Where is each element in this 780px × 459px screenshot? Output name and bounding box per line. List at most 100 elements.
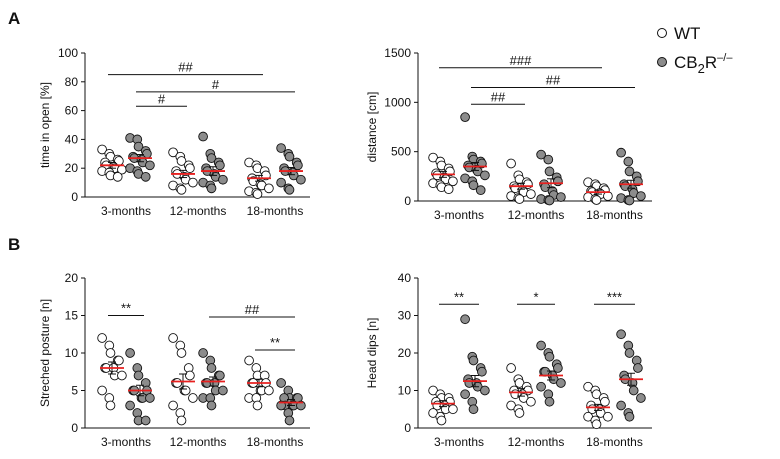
significance-label: ## — [245, 302, 260, 317]
data-point — [264, 183, 274, 194]
y-tick-label: 100 — [58, 46, 78, 60]
data-point — [176, 184, 187, 195]
panel-letter-b: B — [8, 235, 20, 254]
data-point — [514, 194, 525, 204]
data-point — [215, 370, 225, 381]
significance-label: * — [533, 289, 538, 304]
y-axis-title: distance [cm] — [365, 92, 379, 163]
x-tick-label: 18-months — [586, 208, 643, 222]
data-point — [553, 176, 563, 187]
data-point — [125, 400, 135, 411]
data-point — [140, 171, 151, 182]
data-point — [97, 144, 107, 155]
data-point — [252, 189, 263, 199]
data-point — [218, 385, 228, 396]
data-point — [114, 355, 124, 366]
data-point — [468, 180, 479, 191]
data-point — [176, 415, 187, 426]
legend-wt-label: WT — [674, 24, 700, 43]
data-point — [168, 400, 178, 411]
data-point — [475, 185, 486, 195]
data-point — [276, 177, 286, 188]
significance-label: # — [158, 91, 166, 106]
data-point — [206, 400, 217, 411]
data-point — [276, 378, 286, 388]
data-point — [133, 370, 144, 381]
y-tick-label: 20 — [398, 346, 412, 360]
data-point — [448, 404, 458, 415]
significance-label: ** — [270, 335, 280, 350]
data-point — [145, 393, 155, 403]
y-tick-label: 0 — [71, 190, 78, 204]
y-tick-label: 500 — [391, 145, 411, 159]
data-point — [252, 400, 263, 411]
significance-label: *** — [607, 289, 622, 304]
data-point — [198, 348, 208, 358]
y-tick-label: 10 — [398, 384, 412, 398]
y-tick-label: 80 — [65, 75, 79, 89]
y-tick-label: 5 — [71, 384, 78, 398]
legend-ko-label: CB2R–/– — [674, 52, 733, 76]
data-point — [600, 396, 610, 407]
data-point — [636, 393, 646, 403]
legend-ko-sup: –/– — [717, 52, 733, 64]
legend-wt-marker — [657, 28, 667, 38]
data-point — [636, 191, 646, 201]
y-tick-label: 40 — [398, 271, 412, 285]
y-tick-label: 40 — [65, 132, 79, 146]
y-axis-title: time in open [%] — [38, 82, 52, 168]
data-point — [536, 340, 546, 351]
data-point — [514, 408, 525, 418]
y-tick-label: 20 — [65, 271, 79, 285]
data-point — [460, 389, 470, 400]
y-tick-label: 10 — [65, 346, 79, 360]
chart-distance: 0 500 1000 1500 distance [cm] 3-months 12-mont… — [365, 46, 652, 222]
data-point — [443, 184, 454, 195]
data-point — [125, 348, 135, 358]
y-tick-label: 0 — [404, 194, 411, 208]
data-point — [448, 176, 458, 187]
data-point — [544, 351, 555, 362]
legend-ko-marker — [657, 57, 667, 67]
y-tick-label: 30 — [398, 309, 412, 323]
data-point — [117, 370, 127, 381]
x-tick-label: 12-months — [508, 435, 565, 449]
data-point — [591, 195, 602, 205]
data-point — [628, 385, 639, 396]
data-point — [591, 419, 602, 430]
data-point — [168, 333, 178, 343]
data-point — [284, 151, 295, 162]
data-point — [526, 396, 536, 407]
significance-label: ## — [178, 60, 193, 75]
data-point — [556, 192, 566, 202]
data-point — [468, 355, 479, 366]
data-point — [97, 333, 107, 343]
data-point — [624, 411, 635, 422]
data-point — [244, 355, 254, 366]
data-point — [112, 171, 123, 182]
x-tick-label: 18-months — [586, 435, 643, 449]
data-point — [506, 158, 516, 169]
data-point — [616, 400, 626, 411]
data-point — [185, 370, 195, 381]
y-tick-label: 60 — [65, 104, 79, 118]
significance-label: ### — [510, 53, 532, 68]
data-point — [284, 415, 295, 426]
data-point — [553, 363, 563, 373]
data-point — [293, 160, 303, 171]
x-tick-label: 3-months — [101, 204, 151, 218]
significance-label: ** — [121, 301, 131, 316]
chart-head-dips: 0 10 20 30 40 Head dips [n] 3-months 12-months 1… — [365, 271, 652, 449]
data-point — [215, 160, 225, 171]
x-tick-label: 12-months — [508, 208, 565, 222]
data-point — [105, 400, 116, 411]
data-point — [105, 348, 116, 358]
data-point — [97, 385, 107, 396]
legend-ko-rest: R — [705, 53, 717, 72]
x-tick-label: 12-months — [170, 204, 227, 218]
data-point — [536, 149, 546, 160]
y-tick-label: 15 — [65, 309, 79, 323]
x-tick-label: 18-months — [247, 435, 304, 449]
data-point — [480, 170, 490, 181]
x-tick-label: 3-months — [434, 435, 484, 449]
